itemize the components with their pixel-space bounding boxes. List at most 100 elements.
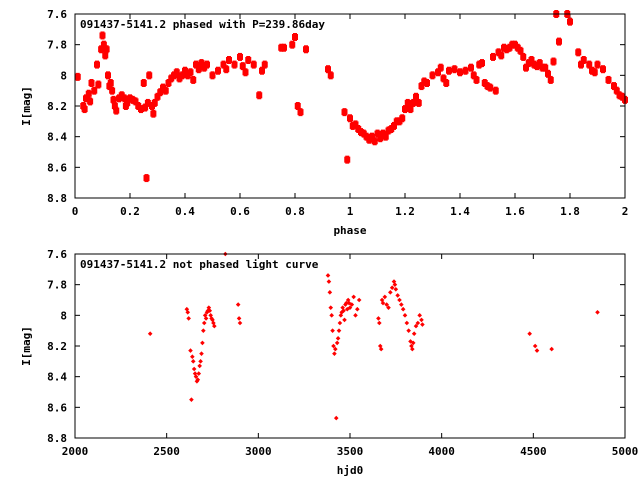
data-point	[293, 33, 297, 41]
data-point	[496, 48, 501, 57]
data-point	[488, 83, 493, 92]
y-axis-label: I[mag]	[20, 86, 33, 126]
data-point	[189, 397, 194, 402]
data-point	[216, 66, 220, 75]
x-tick-label: 1.8	[560, 205, 580, 218]
y-tick-label: 7.6	[47, 248, 67, 261]
data-point	[392, 282, 398, 287]
data-point	[125, 98, 130, 107]
data-point	[338, 313, 344, 318]
data-point	[101, 40, 106, 49]
y-tick-label: 8.8	[47, 192, 67, 205]
x-tick-label: 3000	[245, 445, 272, 458]
ticks: 0 0.2 0.4 0.6 0.8 1 1.2 1.4 1.6 1.8 2 7.6 7.8 8 8.2 8.4…	[47, 8, 628, 218]
data-point	[103, 51, 108, 60]
data-point	[144, 174, 149, 183]
data-point	[372, 137, 377, 146]
data-point	[377, 320, 382, 326]
data-point	[568, 17, 572, 26]
data-point	[543, 63, 548, 72]
x-tick-label: 0	[72, 205, 79, 218]
data-point	[414, 92, 418, 101]
data-point	[515, 43, 520, 52]
data-point	[436, 68, 440, 77]
data-point	[345, 297, 351, 303]
data-point	[163, 86, 168, 95]
plot-frame	[74, 253, 626, 439]
data-point	[425, 79, 429, 87]
data-point	[227, 56, 231, 64]
data-point	[419, 317, 424, 323]
data-point	[82, 105, 87, 114]
data-point	[347, 305, 353, 310]
data-point	[195, 377, 201, 383]
chart-title: 091437-5141.2 phased with P=239.86day	[80, 18, 325, 31]
chart-title: 091437-5141.2 not phased light curve	[80, 258, 319, 271]
data-point	[108, 79, 113, 87]
data-point	[382, 294, 388, 300]
ticks: 2000 2500 3000 3500 4000 4500 5000 7.6 7.8 8 8.2 8.…	[47, 248, 638, 458]
data-point	[415, 320, 421, 326]
plot-frame	[74, 13, 626, 199]
data-point	[196, 65, 201, 74]
data-point	[534, 348, 540, 353]
data-point	[196, 371, 202, 376]
y-tick-label: 7.8	[47, 39, 67, 52]
data-point	[343, 302, 348, 307]
data-point	[212, 323, 217, 329]
data-point	[158, 88, 163, 97]
data-point	[388, 290, 393, 295]
y-tick-label: 8.6	[47, 161, 67, 174]
data-point	[240, 62, 245, 71]
data-point	[337, 320, 343, 326]
y-tick-label: 8.2	[47, 100, 67, 113]
data-point	[243, 68, 248, 77]
data-point	[207, 308, 213, 314]
data-point	[549, 346, 554, 352]
data-point	[592, 68, 597, 77]
data-point	[353, 120, 358, 129]
data-point	[441, 74, 446, 83]
data-point	[380, 300, 386, 306]
data-point	[404, 320, 410, 326]
y-tick-label: 7.6	[47, 8, 67, 21]
data-point	[367, 135, 372, 144]
data-point	[474, 75, 479, 84]
data-point	[224, 65, 229, 74]
data-point	[333, 346, 338, 352]
data-point	[150, 102, 154, 110]
data-point	[203, 316, 209, 321]
data-point	[595, 309, 600, 315]
unphased-light-curve-plot: 2000 2500 3000 3500 4000 4500 5000 7.6 7.8 8 8.2 8.…	[20, 248, 638, 477]
data-point	[262, 60, 267, 69]
data-point	[136, 102, 141, 110]
data-point	[491, 52, 495, 61]
y-tick-label: 8	[60, 309, 67, 322]
data-point	[111, 95, 116, 104]
data-point	[535, 62, 539, 71]
data-point	[325, 273, 331, 278]
data-point	[397, 297, 402, 303]
data-point	[537, 59, 542, 68]
data-point	[100, 31, 105, 40]
data-point	[282, 43, 286, 52]
data-point	[331, 343, 336, 349]
data-point	[186, 316, 191, 321]
data-point	[86, 89, 91, 98]
data-point	[192, 371, 198, 376]
data-point	[410, 346, 415, 352]
data-point	[147, 71, 152, 80]
data-point	[532, 343, 538, 349]
data-point	[384, 302, 389, 307]
data-point	[408, 339, 413, 344]
data-point	[251, 60, 256, 69]
data-point	[406, 328, 411, 333]
y-tick-label: 8	[60, 69, 67, 82]
data-point	[364, 132, 369, 141]
data-point	[190, 354, 195, 360]
data-point	[351, 294, 356, 300]
data-point	[344, 300, 349, 306]
data-point	[246, 56, 251, 64]
data-point	[335, 336, 341, 341]
data-point	[199, 351, 204, 356]
